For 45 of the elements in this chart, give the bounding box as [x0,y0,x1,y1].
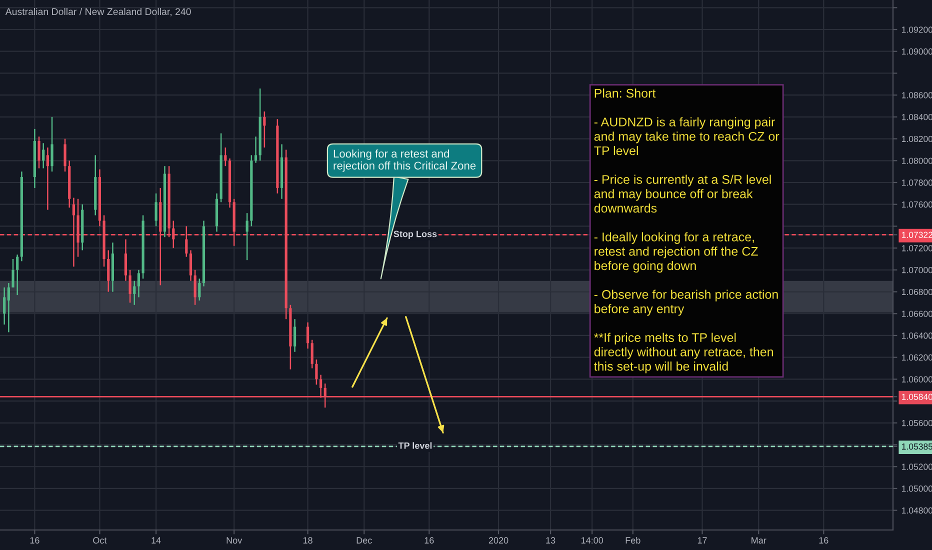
candlestick [3,286,6,326]
text: Plan: Short - AUDNZD is a fairly ranging pair and may take time to reach CZ or TP level - Price is currently at a S/R level and may bounce off or break downwards - Ideally looking for a retrace, retest and rejection off the CZ before going down - Observe for bearish price action before any entry **If price melts to TP level directly without any retrace, then this set-up will be invalid [594,88,780,374]
candlestick [124,238,128,282]
candlestick [224,146,227,167]
candlestick [293,318,296,352]
candlestick [64,138,66,172]
x-tick-label: Feb [626,536,640,544]
ref-line-label: Stop Loss [394,230,437,239]
candlestick [46,146,49,210]
candlestick [12,258,14,288]
x-tick-label: 16 [424,537,434,544]
candlestick [133,280,136,306]
candlestick [107,250,110,292]
x-tick-label: Mar [752,537,766,544]
x-tick-label: 16 [30,537,40,544]
candlestick [189,250,192,282]
candlestick [38,136,40,169]
candlestick [194,269,196,306]
candlestick [154,192,158,227]
candlestick [263,110,266,148]
candlestick [128,269,132,304]
candlestick [42,142,45,169]
candlestick [306,322,310,350]
candlestick [16,254,19,296]
x-tick-label: Nov [226,537,242,544]
text: Australian Dollar / New Zealand Dollar, 240 [5,8,191,16]
candlestick [137,269,140,298]
x-tick-label: 16 [819,537,828,544]
annotation: Looking for a retest and rejection off this Critical Zone [334,149,476,172]
x-tick-label: Oct [93,537,107,544]
x-tick-label: 14 [152,537,161,544]
ref-line-label: TP level [398,442,432,449]
x-tick-label: 18 [303,537,312,544]
candlestick [198,278,201,302]
x-tick-label: Dec [356,537,372,544]
x-tick-label: 2020 [488,537,508,544]
candlestick [7,282,10,333]
x-tick-label: 17 [698,537,707,544]
candlestick [254,136,258,164]
candlestick [50,116,54,172]
x-tick-label: 13 [546,537,556,544]
x-tick-label: 14:00 [581,537,604,544]
candlestick [246,212,248,261]
candlestick [310,339,314,369]
candlestick [315,358,318,386]
